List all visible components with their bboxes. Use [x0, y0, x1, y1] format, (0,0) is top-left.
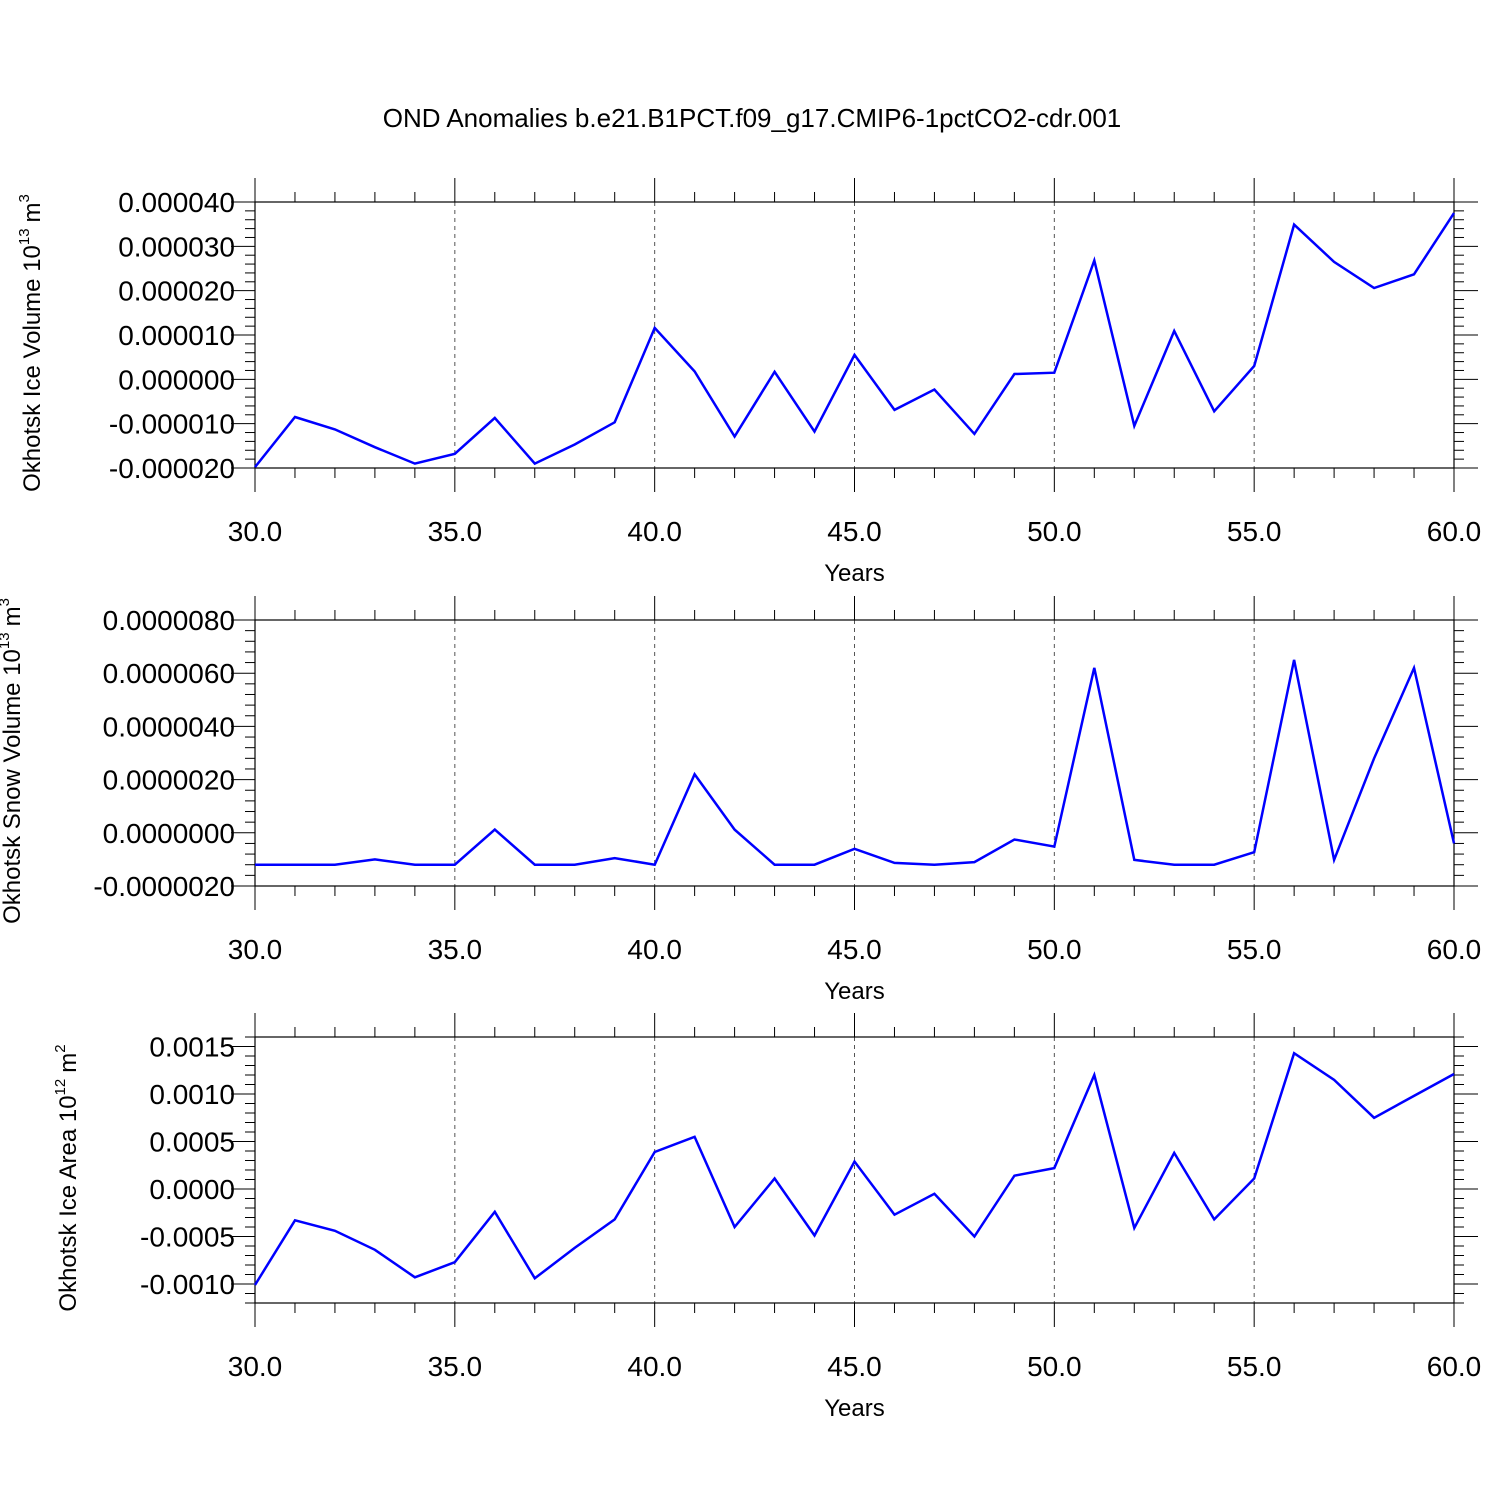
y-axis-label-text: Okhotsk Snow Volume 10: [0, 649, 26, 924]
x-tick-label: 40.0: [627, 1351, 682, 1382]
y-tick-label: 0.000020: [118, 276, 235, 307]
y-tick-label: -0.0005: [140, 1222, 235, 1253]
y-tick-label: -0.0010: [140, 1269, 235, 1300]
y-axis-label: Okhotsk Ice Area 1012 m2: [52, 1044, 82, 1311]
x-tick-label: 30.0: [228, 516, 283, 547]
y-axis-label-exponent: 13: [0, 632, 13, 649]
x-tick-label: 55.0: [1227, 516, 1282, 547]
x-tick-label: 50.0: [1027, 516, 1082, 547]
y-axis-label-unit: m: [19, 202, 46, 222]
y-tick-label: -0.000020: [109, 453, 235, 484]
y-tick-label: 0.0000: [149, 1174, 235, 1205]
x-tick-label: 45.0: [827, 1351, 882, 1382]
x-tick-label: 30.0: [228, 1351, 283, 1382]
chart-title: OND Anomalies b.e21.B1PCT.f09_g17.CMIP6-…: [383, 103, 1122, 133]
y-tick-label: 0.0000080: [103, 605, 235, 636]
x-axis-label: Years: [824, 978, 885, 1005]
y-axis-label: Okhotsk Ice Volume 1013 m3: [16, 194, 46, 492]
y-axis-label-exponent: 13: [16, 228, 33, 245]
x-tick-label: 35.0: [428, 516, 483, 547]
y-tick-label: 0.000000: [118, 364, 235, 395]
y-tick-label: 0.0000000: [103, 818, 235, 849]
x-tick-label: 55.0: [1227, 934, 1282, 965]
y-tick-label: 0.0015: [149, 1032, 235, 1063]
y-axis-label-text: Okhotsk Ice Area 10: [55, 1095, 82, 1311]
y-tick-label: -0.0000020: [93, 871, 235, 902]
x-tick-label: 45.0: [827, 516, 882, 547]
snow-volume-panel: 30.0 35.0 40.0 45.0 50.0 55.0 60.0 -0.0000020 0.…: [0, 596, 1481, 1005]
y-tick-label: 0.000010: [118, 320, 235, 351]
x-tick-label: 60.0: [1427, 516, 1482, 547]
y-tick-label: 0.0000040: [103, 711, 235, 742]
x-axis-label: Years: [824, 560, 885, 587]
x-tick-label: 60.0: [1427, 934, 1482, 965]
y-axis-label-unit: m: [55, 1053, 82, 1073]
y-tick-label: 0.000040: [118, 187, 235, 218]
ice-volume-panel: 30.0 35.0 40.0 45.0 50.0 55.0 60.0 -0.000020 -0.…: [16, 178, 1481, 587]
y-axis-label-text: Okhotsk Ice Volume 10: [19, 245, 46, 492]
y-tick-label: 0.0010: [149, 1079, 235, 1110]
y-axis-label-exponent: 12: [52, 1079, 69, 1096]
x-tick-label: 50.0: [1027, 1351, 1082, 1382]
x-tick-label: 30.0: [228, 934, 283, 965]
y-axis-label-unit-exponent: 3: [0, 598, 13, 606]
y-tick-label: 0.000030: [118, 231, 235, 262]
x-tick-label: 40.0: [627, 516, 682, 547]
y-axis-label-unit: m: [0, 606, 26, 626]
y-tick-label: 0.0000020: [103, 765, 235, 796]
ice-area-panel: 30.0 35.0 40.0 45.0 50.0 55.0 60.0 -0.0010 -0.00…: [52, 1013, 1481, 1422]
y-tick-label: -0.000010: [109, 409, 235, 440]
x-tick-label: 45.0: [827, 934, 882, 965]
x-tick-label: 50.0: [1027, 934, 1082, 965]
x-axis-label: Years: [824, 1395, 885, 1422]
x-tick-label: 40.0: [627, 934, 682, 965]
y-axis-label-unit-exponent: 3: [16, 194, 33, 202]
y-tick-label: 0.0000060: [103, 658, 235, 689]
y-tick-label: 0.0005: [149, 1127, 235, 1158]
x-tick-label: 55.0: [1227, 1351, 1282, 1382]
x-tick-label: 60.0: [1427, 1351, 1482, 1382]
x-tick-label: 35.0: [428, 1351, 483, 1382]
y-axis-label: Okhotsk Snow Volume 1013 m3: [0, 598, 26, 924]
series-line: [255, 659, 1456, 867]
x-tick-label: 35.0: [428, 934, 483, 965]
y-axis-label-unit-exponent: 2: [52, 1044, 69, 1052]
